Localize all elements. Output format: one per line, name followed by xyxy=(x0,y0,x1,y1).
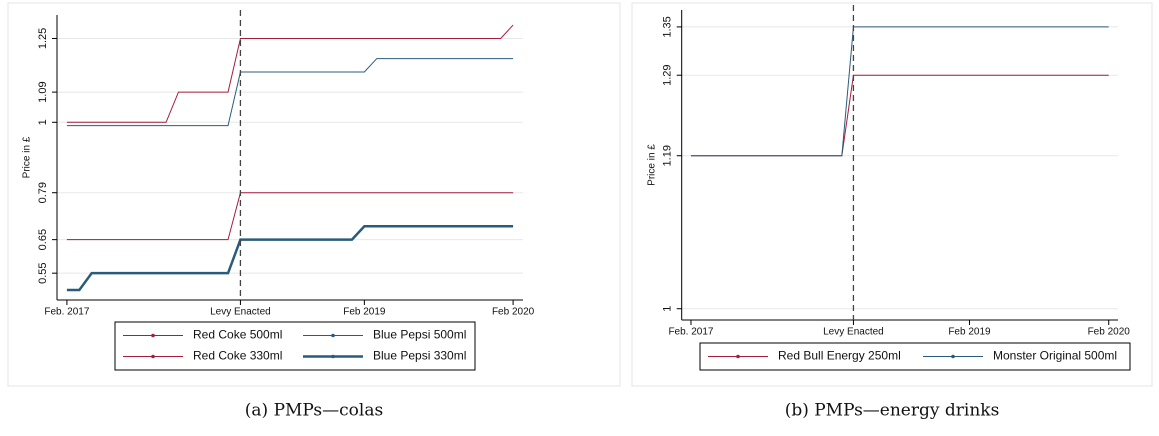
series-line xyxy=(66,24,514,123)
x-tick-label: Feb. 2017 xyxy=(668,327,713,338)
series-line xyxy=(66,192,514,241)
legend-label: Red Coke 500ml xyxy=(193,328,282,342)
y-tick-label: 1.19 xyxy=(662,145,674,166)
series-line xyxy=(66,58,514,127)
x-tick-label: Feb 2019 xyxy=(948,327,991,338)
legend-marker xyxy=(331,354,335,359)
y-axis-label: Price in £ xyxy=(646,144,657,186)
y-tick-label: 1.09 xyxy=(37,81,49,102)
x-tick-label: Feb 2020 xyxy=(1088,327,1131,338)
y-tick-label: 1.35 xyxy=(662,16,674,37)
x-tick-label: Feb. 2017 xyxy=(44,307,89,318)
legend-box xyxy=(114,321,476,371)
legend-marker xyxy=(151,354,155,359)
caption: (a) PMPs—colas xyxy=(245,401,383,421)
x-tick-label: Levy Enacted xyxy=(210,307,271,318)
panel-frame xyxy=(631,2,1153,387)
y-tick-label: 0.65 xyxy=(37,229,49,250)
legend-marker xyxy=(951,354,955,359)
legend-marker xyxy=(736,354,740,359)
series-line xyxy=(66,224,514,292)
series-line xyxy=(690,26,1109,157)
y-tick-label: 1.29 xyxy=(662,65,674,86)
panel-frame xyxy=(7,2,621,387)
series-line xyxy=(690,74,1109,157)
y-tick-label: 0.79 xyxy=(37,182,49,203)
x-tick-label: Levy Enacted xyxy=(823,327,884,338)
y-axis-label: Price in £ xyxy=(22,136,33,178)
y-tick-label: 1.25 xyxy=(37,28,49,49)
legend-label: Red Coke 330ml xyxy=(193,349,282,363)
x-tick-label: Feb 2019 xyxy=(343,307,386,318)
legend-label: Blue Pepsi 500ml xyxy=(373,328,466,342)
y-tick-label: 1 xyxy=(37,119,49,125)
legend-box xyxy=(699,342,1131,371)
y-tick-label: 1 xyxy=(662,306,674,312)
legend-marker xyxy=(151,333,155,338)
caption: (b) PMPs—energy drinks xyxy=(785,401,1000,421)
legend-label: Blue Pepsi 330ml xyxy=(373,349,466,363)
x-tick-label: Feb 2020 xyxy=(492,307,535,318)
y-tick-label: 0.55 xyxy=(37,262,49,283)
legend-label: Monster Original 500ml xyxy=(993,349,1117,363)
legend-marker xyxy=(331,333,335,338)
legend-label: Red Bull Energy 250ml xyxy=(778,349,901,363)
